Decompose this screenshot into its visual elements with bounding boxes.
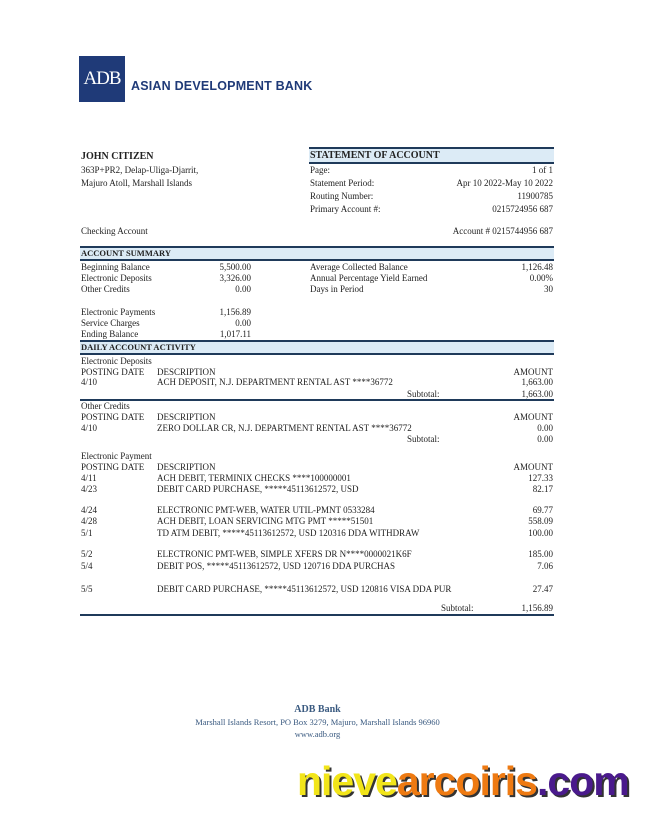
statement-value: 11900785	[517, 191, 553, 201]
customer-address-line1: 363P+PR2, Delap-Uliga-Djarrit,	[81, 165, 199, 175]
transaction-amount: 100.00	[528, 528, 553, 538]
customer-address-line2: Majuro Atoll, Marshall Islands	[81, 178, 192, 188]
transaction-date: 4/24	[81, 505, 98, 515]
statement-value: Apr 10 2022-May 10 2022	[456, 178, 554, 188]
transaction-date: 5/1	[81, 528, 93, 538]
summary-label: Days in Period	[310, 284, 364, 294]
transaction-description: ACH DEBIT, TERMINIX CHECKS ****100000001	[157, 473, 351, 483]
summary-value: 0.00	[235, 318, 251, 328]
watermark-part-1: nieve	[297, 758, 398, 804]
section-divider	[80, 614, 554, 616]
summary-value: 30	[544, 284, 553, 294]
subtotal-value: 1,663.00	[521, 389, 554, 399]
summary-value: 1,017.11	[219, 329, 251, 339]
transaction-date: 5/2	[81, 549, 93, 559]
statement-header: STATEMENT OF ACCOUNT	[309, 147, 554, 164]
transaction-description: ZERO DOLLAR CR, N.J. DEPARTMENT RENTAL A…	[157, 423, 412, 433]
summary-value: 5,500.00	[219, 262, 252, 272]
footer-bank-name: ADB Bank	[294, 704, 341, 715]
section-title: Other Credits	[81, 401, 130, 411]
section-divider	[80, 399, 554, 401]
subtotal-label: Subtotal:	[407, 434, 440, 444]
column-header-date: POSTING DATE	[81, 462, 145, 472]
subtotal-label: Subtotal:	[441, 603, 474, 613]
summary-label: Electronic Deposits	[81, 273, 152, 283]
transaction-description: ELECTRONIC PMT-WEB, WATER UTIL-PMNT 0533…	[157, 505, 375, 515]
statement-label: Page:	[310, 165, 330, 175]
column-header-amount: AMOUNT	[513, 462, 554, 472]
transaction-amount: 1,663.00	[521, 377, 554, 387]
column-header-description: DESCRIPTION	[157, 367, 216, 377]
summary-label: Annual Percentage Yield Earned	[310, 273, 428, 283]
transaction-amount: 82.17	[532, 484, 553, 494]
transaction-date: 4/10	[81, 423, 98, 433]
footer-address: Marshall Islands Resort, PO Box 3279, Ma…	[195, 717, 440, 727]
section-title: Electronic Payment	[81, 451, 152, 461]
transaction-description: DEBIT CARD PURCHASE, *****45113612572, U…	[157, 484, 359, 494]
column-header-description: DESCRIPTION	[157, 412, 216, 422]
transaction-date: 4/28	[81, 516, 98, 526]
transaction-description: ELECTRONIC PMT-WEB, SIMPLE XFERS DR N***…	[157, 549, 412, 559]
subtotal-value: 1,156.89	[521, 603, 554, 613]
column-header-date: POSTING DATE	[81, 412, 145, 422]
column-header-date: POSTING DATE	[81, 367, 145, 377]
watermark-part-2: arcoiris	[396, 758, 538, 804]
footer-url[interactable]: www.adb.org	[294, 729, 341, 739]
account-summary-header: ACCOUNT SUMMARY	[80, 246, 554, 261]
watermark-part-3: .com	[537, 758, 630, 804]
statement-value: 1 of 1	[532, 165, 553, 175]
transaction-amount: 0.00	[537, 423, 553, 433]
statement-label: Routing Number:	[310, 191, 374, 201]
bank-logo: ADB	[79, 56, 125, 102]
transaction-description: ACH DEPOSIT, N.J. DEPARTMENT RENTAL AST …	[157, 377, 393, 387]
transaction-amount: 69.77	[532, 505, 553, 515]
summary-value: 1,126.48	[521, 262, 554, 272]
account-type: Checking Account	[81, 226, 148, 236]
summary-label: Beginning Balance	[81, 262, 150, 272]
transaction-date: 5/4	[81, 561, 93, 571]
column-header-amount: AMOUNT	[513, 412, 554, 422]
statement-label: Primary Account #:	[310, 204, 381, 214]
summary-value: 1,156.89	[219, 307, 252, 317]
watermark: nievearcoiris.com	[297, 758, 630, 805]
column-header-amount: AMOUNT	[513, 367, 554, 377]
summary-label: Ending Balance	[81, 329, 139, 339]
transaction-amount: 558.09	[528, 516, 553, 526]
transaction-amount: 127.33	[528, 473, 553, 483]
subtotal-label: Subtotal:	[407, 389, 440, 399]
summary-label: Service Charges	[81, 318, 140, 328]
summary-label: Average Collected Balance	[310, 262, 408, 272]
transaction-date: 4/10	[81, 377, 98, 387]
summary-value: 3,326.00	[219, 273, 252, 283]
bank-name: ASIAN DEVELOPMENT BANK	[131, 79, 313, 93]
transaction-description: TD ATM DEBIT, *****45113612572, USD 1203…	[157, 528, 420, 538]
summary-value: 0.00	[235, 284, 251, 294]
account-number: Account # 0215744956 687	[452, 226, 553, 236]
transaction-date: 4/11	[81, 473, 97, 483]
transaction-amount: 185.00	[528, 549, 553, 559]
summary-label: Electronic Payments	[81, 307, 156, 317]
transaction-amount: 27.47	[532, 584, 553, 594]
daily-activity-header: DAILY ACCOUNT ACTIVITY	[80, 340, 554, 355]
summary-label: Other Credits	[81, 284, 130, 294]
statement-value: 0215724956 687	[492, 204, 553, 214]
section-title: Electronic Deposits	[81, 356, 152, 366]
transaction-description: ACH DEBIT, LOAN SERVICING MTG PMT *****5…	[157, 516, 374, 526]
summary-value: 0.00%	[529, 273, 553, 283]
transaction-description: DEBIT CARD PURCHASE, *****45113612572, U…	[157, 584, 452, 594]
subtotal-value: 0.00	[537, 434, 553, 444]
statement-label: Statement Period:	[310, 178, 375, 188]
transaction-amount: 7.06	[537, 561, 553, 571]
customer-name: JOHN CITIZEN	[81, 151, 154, 162]
transaction-date: 5/5	[81, 584, 93, 594]
transaction-description: DEBIT POS, *****45113612572, USD 120716 …	[157, 561, 396, 571]
transaction-date: 4/23	[81, 484, 98, 494]
column-header-description: DESCRIPTION	[157, 462, 216, 472]
